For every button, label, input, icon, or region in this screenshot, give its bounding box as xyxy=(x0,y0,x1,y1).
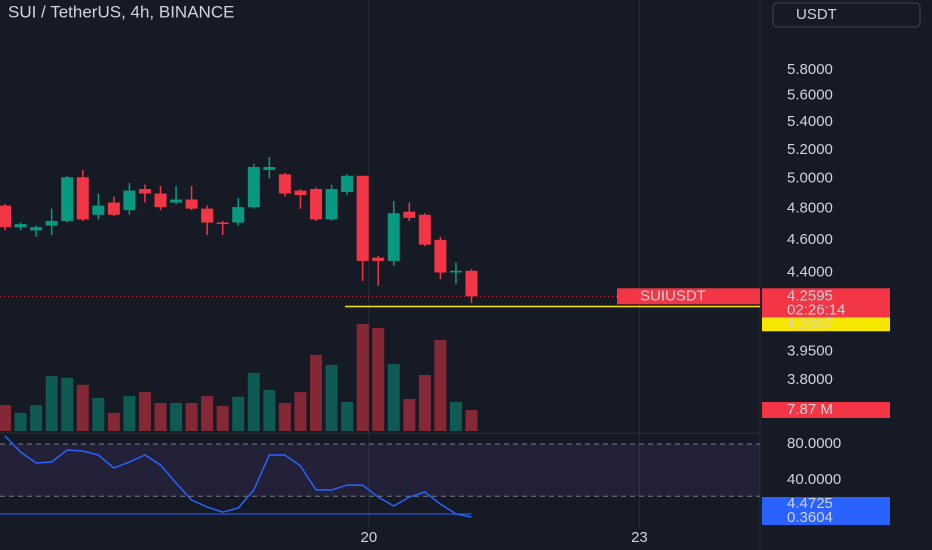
volume-tag xyxy=(762,402,890,419)
volume-bar xyxy=(123,396,136,431)
indicator-line xyxy=(4,435,472,518)
volume-bar xyxy=(14,412,27,431)
volume-bar xyxy=(387,364,400,431)
candle-body xyxy=(294,190,307,196)
candle-body xyxy=(403,211,416,218)
candle-body xyxy=(263,167,276,170)
level-label: 4.2007 xyxy=(787,315,833,332)
y-tick-label: 5.4000 xyxy=(787,113,833,130)
candle-body xyxy=(201,208,214,223)
indicator-tag xyxy=(762,511,890,525)
candle-body xyxy=(123,190,136,211)
candle-body xyxy=(170,199,183,203)
volume-bar xyxy=(372,328,385,431)
volume-bar xyxy=(138,392,151,431)
volume-bar xyxy=(278,402,291,431)
y-tick-label: 4.6000 xyxy=(787,231,833,248)
indicator-tag-label: 4.4725 xyxy=(787,495,833,512)
candle-body xyxy=(14,224,27,228)
candle-body xyxy=(216,222,229,225)
volume-bar xyxy=(294,392,307,431)
currency-label[interactable]: USDT xyxy=(796,6,837,23)
countdown-label: 02:26:14 xyxy=(787,301,845,318)
last-price-tag xyxy=(762,288,890,318)
volume-bar xyxy=(247,372,260,431)
y-tick-label: 5.6000 xyxy=(787,87,833,104)
candle-body xyxy=(325,189,338,220)
last-price-label: 4.2595 xyxy=(787,287,833,304)
candle-body xyxy=(387,213,400,261)
volume-bar xyxy=(325,364,338,431)
x-tick-label: 23 xyxy=(631,529,648,546)
candle-body xyxy=(232,207,245,223)
x-tick-label: 20 xyxy=(361,529,378,546)
candle-body xyxy=(185,199,198,209)
candle-body xyxy=(154,193,167,208)
indicator-tick-label: 40.0000 xyxy=(787,471,841,488)
y-tick-label: 4.4000 xyxy=(787,263,833,280)
volume-bar xyxy=(185,402,198,431)
volume-bar xyxy=(92,397,105,431)
candle-body xyxy=(356,175,369,261)
indicator-tick-label: 80.0000 xyxy=(787,435,841,452)
symbol-tag xyxy=(617,288,760,305)
volume-bar xyxy=(232,396,245,431)
candle-body xyxy=(247,167,260,208)
volume-bar xyxy=(45,376,58,431)
y-tick-label: 5.0000 xyxy=(787,170,833,187)
indicator-tag xyxy=(762,497,890,511)
candle-body xyxy=(434,239,447,273)
volume-bar xyxy=(403,398,416,431)
volume-bar xyxy=(356,324,369,431)
candle-body xyxy=(278,174,291,194)
candle-body xyxy=(76,177,89,220)
volume-bar xyxy=(154,402,167,431)
volume-tag-label: 7.87 M xyxy=(787,401,833,418)
candle-body xyxy=(310,189,322,220)
volume-bar xyxy=(0,405,11,431)
y-tick-label: 3.8000 xyxy=(787,371,833,388)
y-tick-label: 5.2000 xyxy=(787,141,833,158)
candle-body xyxy=(372,257,385,261)
volume-bar xyxy=(263,389,276,431)
y-tick-label: 5.8000 xyxy=(787,61,833,78)
volume-bar xyxy=(418,374,431,431)
y-tick-label: 4.8000 xyxy=(787,200,833,217)
candle-body xyxy=(449,270,462,273)
level-tag xyxy=(762,317,890,332)
volume-bar xyxy=(30,405,43,431)
volume-bar xyxy=(107,412,120,431)
volume-bar xyxy=(310,354,322,431)
candle-body xyxy=(107,202,120,215)
y-tick-label: 3.9500 xyxy=(787,343,833,360)
chart-title: SUI / TetherUS, 4h, BINANCE xyxy=(8,2,234,21)
candle-body xyxy=(418,214,431,245)
indicator-band xyxy=(0,444,760,497)
indicator-tag-label: 0.3604 xyxy=(787,509,833,526)
volume-bar xyxy=(216,405,229,431)
volume-bar xyxy=(76,384,89,431)
symbol-tag-label: SUIUSDT xyxy=(640,287,706,304)
candle-body xyxy=(138,189,151,194)
volume-bar xyxy=(341,401,354,431)
candle-body xyxy=(341,175,354,193)
candle-body xyxy=(0,205,11,228)
candle-body xyxy=(92,205,105,215)
candle-body xyxy=(61,177,74,221)
volume-bar xyxy=(434,340,447,431)
candle-body xyxy=(45,220,58,226)
candle-body xyxy=(30,227,43,231)
volume-bar xyxy=(201,396,214,431)
volume-bar xyxy=(465,410,478,431)
volume-bar xyxy=(61,377,74,431)
candle-body xyxy=(465,270,478,297)
volume-bar xyxy=(170,402,183,431)
currency-button[interactable] xyxy=(772,2,921,28)
volume-bar xyxy=(449,401,462,431)
